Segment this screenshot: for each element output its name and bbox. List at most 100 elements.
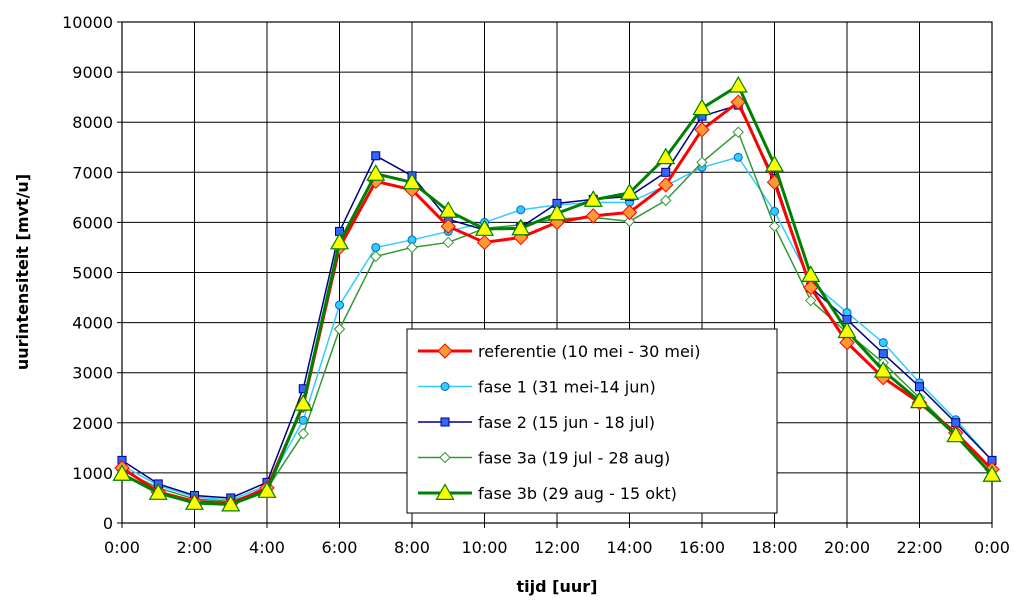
data-point [982,465,1002,482]
data-point [805,294,817,307]
data-point [946,425,966,443]
y-tick-label: 8000 [72,113,113,132]
data-point [371,151,381,161]
data-point [293,394,313,411]
data-point [371,242,381,252]
x-tick-label: 10:00 [461,538,507,557]
legend-label: fase 2 (15 jun - 18 jul) [478,413,655,432]
data-point [873,360,893,378]
x-tick-label: 14:00 [606,538,652,557]
legend-swatch-marker [439,451,451,464]
legend-swatch-marker [435,483,455,500]
x-tick-label: 4:00 [249,538,285,557]
data-point [297,428,309,440]
data-point [583,190,603,207]
legend-label: referentie (10 mei - 30 mei) [478,342,700,361]
data-point [516,205,526,215]
legend-label: fase 3b (29 aug - 15 okt) [478,484,677,503]
y-tick-label: 0 [103,514,113,533]
legend-item: fase 2 (15 jun - 18 jul) [418,413,655,432]
data-point [402,172,422,190]
data-point [878,349,888,359]
x-tick-label: 20:00 [824,538,870,557]
data-point [660,194,672,207]
data-point [733,152,743,162]
data-point [656,147,676,165]
legend-label: fase 1 (31 mei-14 jun) [478,378,656,397]
data-point [837,321,857,339]
x-tick-label: 0:00 [104,538,140,557]
data-point [803,279,819,296]
x-tick-label: 6:00 [322,538,358,557]
legend-swatch-marker [440,382,450,391]
data-point [768,220,781,233]
data-point [694,122,710,138]
data-point [476,234,493,251]
legend-items: referentie (10 mei - 30 mei) fase 1 (31 m… [418,342,700,503]
data-point [148,483,168,500]
x-axis-ticks: 0:00 2:00 4:00 6:00 8:00 10:00 12:00 14:00 16:00… [104,523,1010,557]
x-tick-label: 16:00 [679,538,725,557]
y-tick-label: 10000 [62,13,113,32]
legend-item: fase 1 (31 mei-14 jun) [418,378,656,397]
y-tick-label: 7000 [72,163,113,182]
data-point [621,204,638,221]
data-point [909,391,930,409]
data-point [406,241,418,254]
data-point [112,464,132,481]
data-point [438,201,458,218]
data-point [333,323,346,335]
data-point [623,215,636,228]
legend-swatch-marker [437,343,453,359]
y-tick-label: 4000 [72,314,113,333]
data-point [658,177,674,193]
legend: referentie (10 mei - 30 mei) fase 1 (31 m… [406,328,778,514]
data-point [366,164,386,181]
data-point [764,155,785,172]
data-point [335,300,344,310]
x-tick-label: 22:00 [896,538,942,557]
data-point [801,265,821,282]
data-point [257,481,277,498]
data-point [585,208,601,224]
legend-item: fase 3a (19 jul - 28 aug) [418,449,670,468]
data-point [770,206,779,216]
data-point [370,250,382,263]
series-5 [112,75,1002,512]
data-point [915,382,924,392]
data-point [184,493,205,510]
y-tick-label: 1000 [72,464,113,483]
x-tick-label: 12:00 [534,538,580,557]
data-point [839,334,855,351]
data-point [696,156,708,168]
data-point [728,75,748,93]
data-point [619,183,640,200]
data-point [732,126,744,138]
legend-box [406,328,778,514]
data-point [442,236,454,249]
data-point [692,98,712,116]
legend-item: referentie (10 mei - 30 mei) [418,342,700,361]
x-axis-title: tijd [uur] [517,577,598,596]
x-tick-label: 18:00 [751,538,797,557]
legend-item: fase 3b (29 aug - 15 okt) [418,483,677,503]
y-tick-label: 6000 [72,213,113,232]
data-point [298,415,308,425]
x-tick-label: 2:00 [177,538,213,557]
data-point [730,94,746,110]
data-point [511,218,531,236]
y-tick-label: 2000 [72,414,113,433]
series-group [112,75,1002,512]
y-tick-label: 3000 [72,364,113,383]
y-tick-label: 5000 [72,264,113,283]
legend-swatch-marker [440,417,450,427]
data-point [474,219,495,236]
data-point [221,494,241,512]
data-point [440,218,456,235]
y-axis-ticks: 0 1000 2000 3000 4000 5000 6000 7000 8000 9000 100… [62,13,122,533]
data-point [661,167,671,177]
x-tick-label: 0:00 [974,538,1010,557]
data-point [547,203,567,221]
y-tick-label: 9000 [72,63,113,82]
